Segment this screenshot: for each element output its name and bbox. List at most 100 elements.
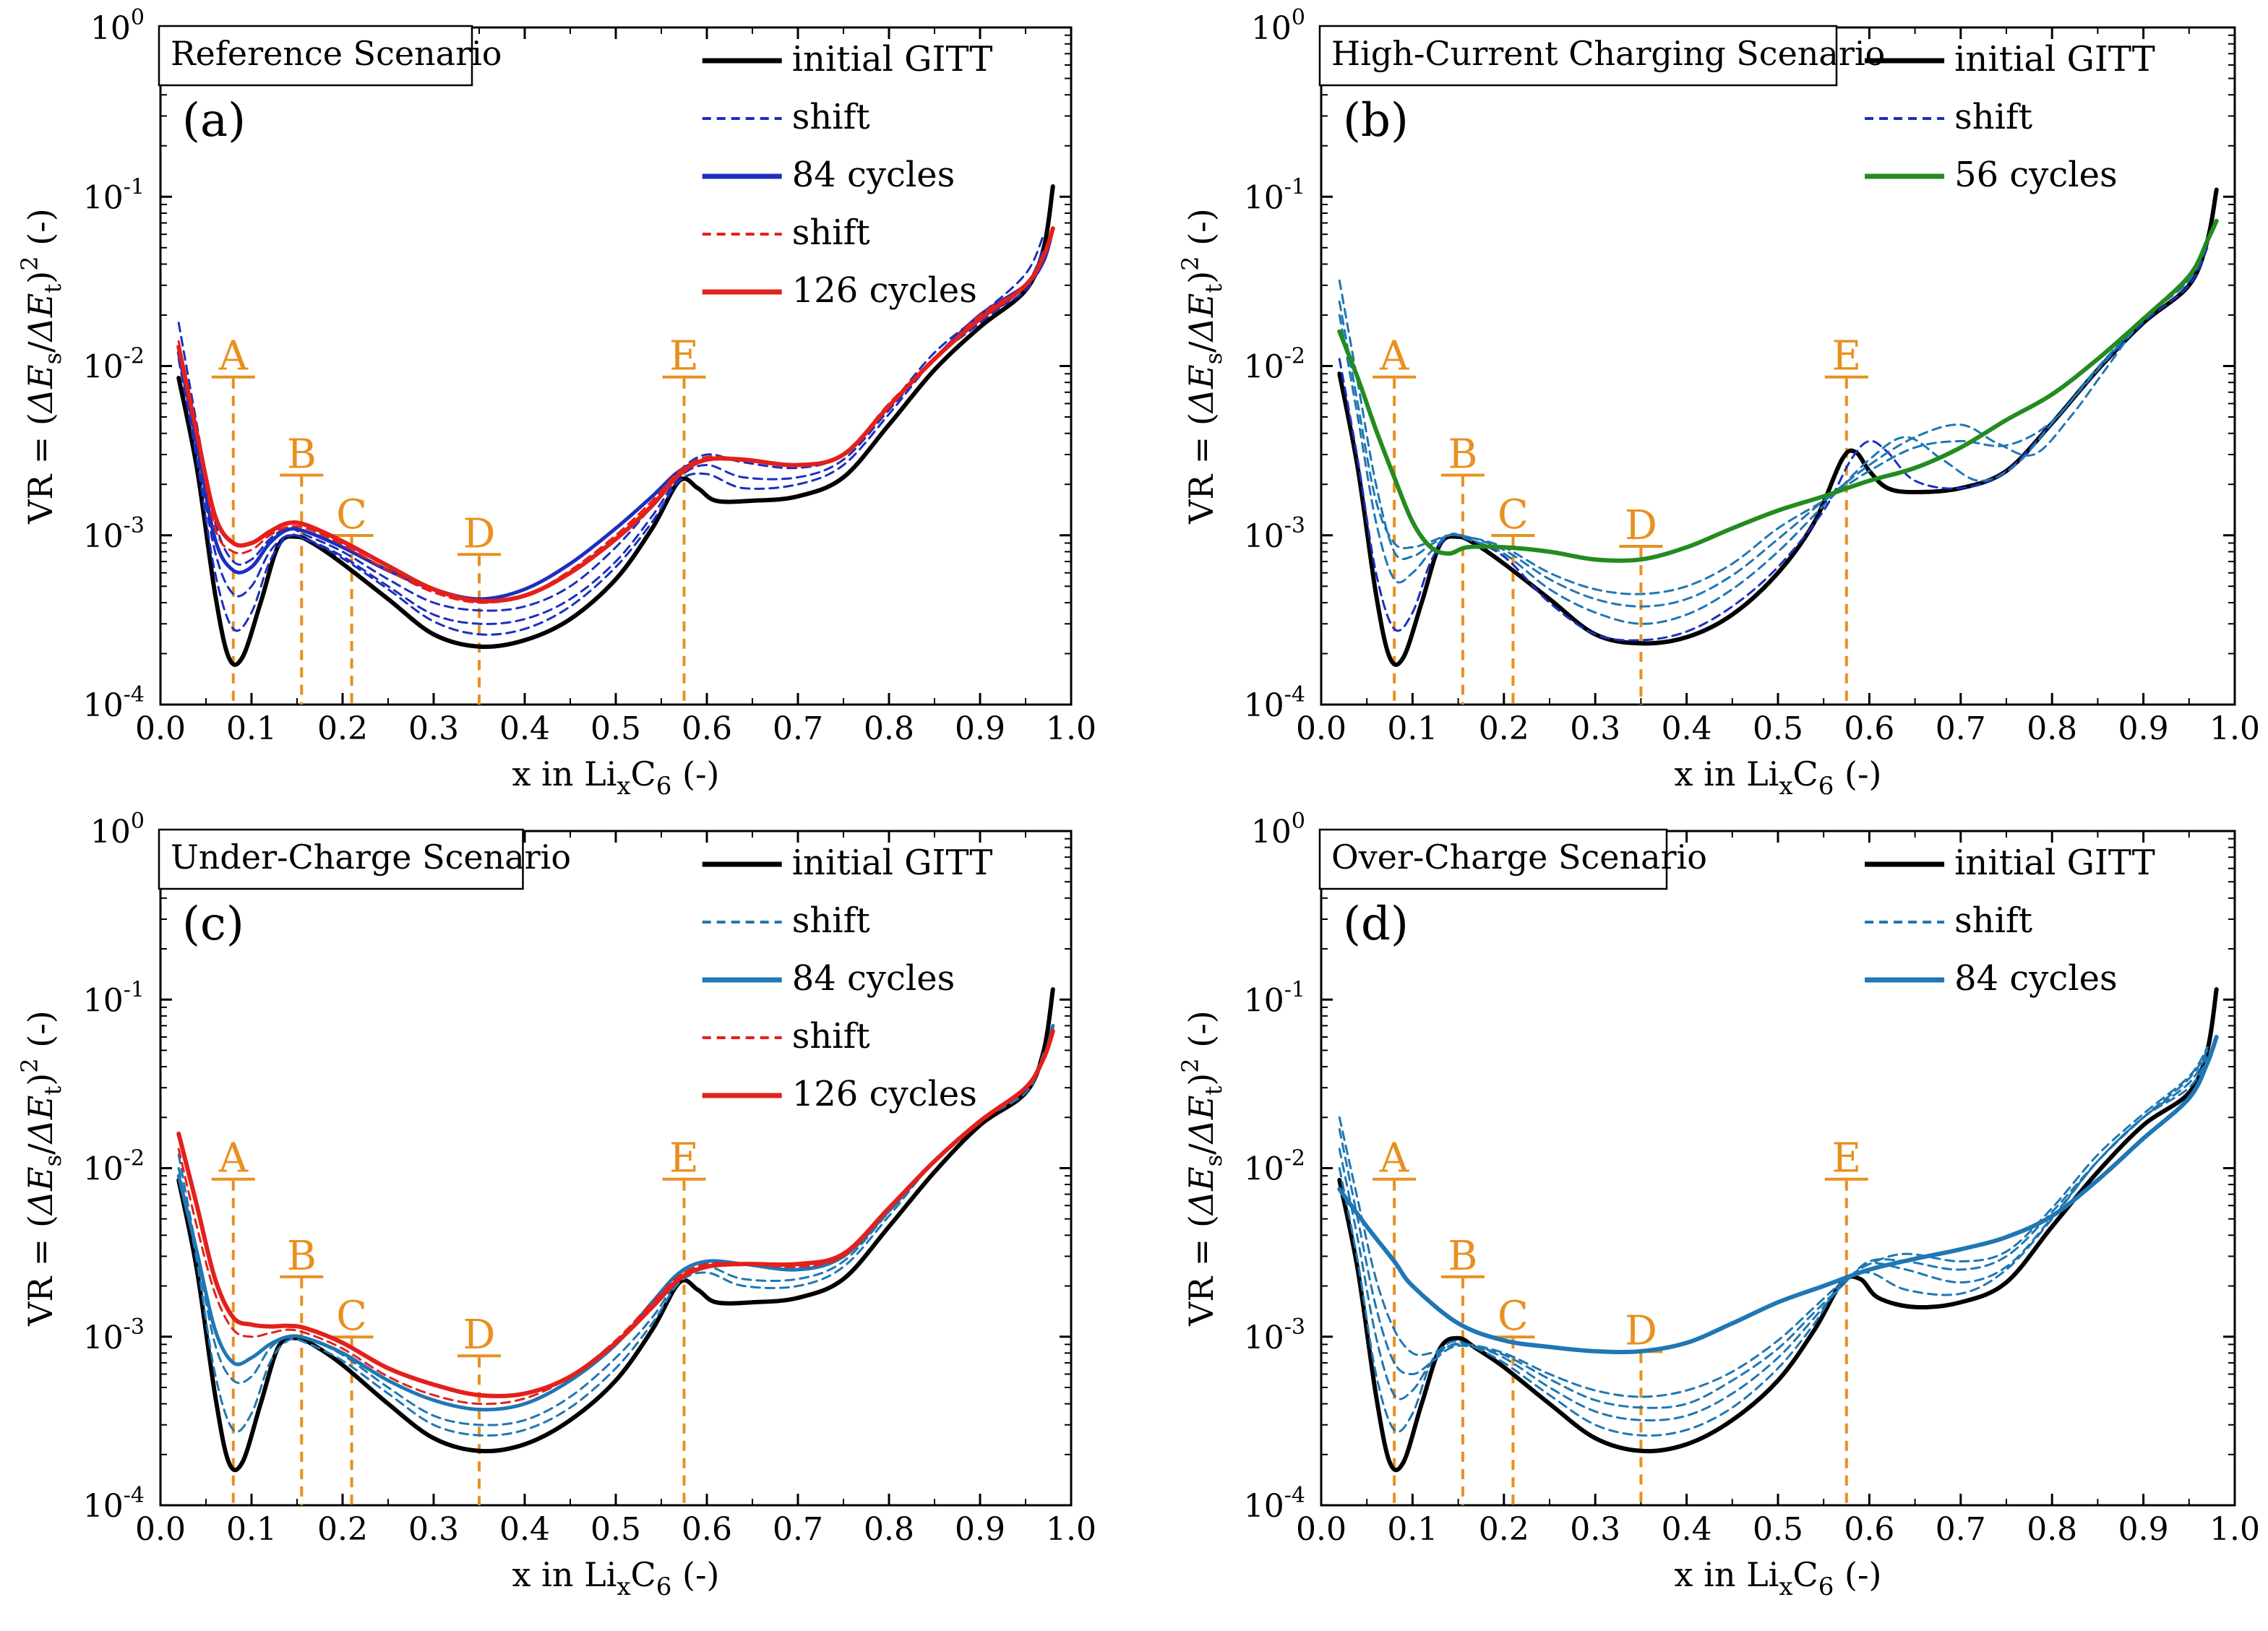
- marker-label-b: B: [1448, 1233, 1477, 1280]
- markers: A BC D E: [211, 1135, 706, 1505]
- y-tick-label: 10-4: [83, 682, 145, 724]
- marker-label-c: C: [1498, 491, 1529, 538]
- x-tick-label: 0.1: [226, 1511, 277, 1548]
- x-tick-label: 0.2: [1479, 710, 1529, 747]
- x-axis-label: x in LixC6 (-): [1675, 1555, 1882, 1601]
- panel-title-box: [158, 25, 473, 87]
- y-tick-label: 10-3: [1244, 1314, 1305, 1356]
- y-tick-label: 10-2: [83, 344, 145, 386]
- x-tick-label: 0.5: [1753, 710, 1803, 747]
- x-tick-label: 0.1: [1387, 710, 1438, 747]
- x-tick-label: 0.0: [1296, 1511, 1346, 1548]
- panel-letter: (c): [182, 898, 244, 951]
- marker-label-a: A: [218, 1135, 249, 1182]
- x-tick-label: 0.6: [1844, 1511, 1894, 1548]
- x-tick-label: 0.5: [1753, 1511, 1803, 1548]
- x-tick-label: 1.0: [1046, 1511, 1096, 1548]
- legend-label: initial GITT: [1954, 843, 2155, 883]
- x-tick-label: 0.3: [408, 1511, 459, 1548]
- series-line-126-cycles-6: [176, 226, 1055, 603]
- x-tick-label: 0.3: [1570, 1511, 1620, 1548]
- x-tick-label: 0.8: [2027, 1511, 2077, 1548]
- series-group: [1337, 987, 2219, 1473]
- x-tick-label: 0.2: [317, 1511, 368, 1548]
- y-tick-label: 10-1: [83, 977, 145, 1019]
- marker-label-d: D: [1625, 502, 1657, 549]
- x-tick-label: 0.2: [317, 710, 368, 747]
- x-tick-label: 0.9: [955, 1511, 1005, 1548]
- marker-label-a: A: [218, 333, 249, 380]
- marker-label-e: E: [1831, 333, 1861, 380]
- x-tick-label: 0.6: [682, 1511, 732, 1548]
- markers: A BC D E: [1373, 1135, 1868, 1505]
- plot-frame: [1320, 830, 2236, 1507]
- series-line-84-cycles-5: [1337, 1035, 2219, 1354]
- y-tick-label: 10-1: [1244, 174, 1305, 216]
- legend-label: 84 cycles: [792, 958, 955, 999]
- series-line-initial-gitt-0: [176, 987, 1055, 1473]
- y-tick-label: 10-4: [83, 1483, 145, 1525]
- x-tick-label: 0.0: [135, 710, 186, 747]
- series-line-initial-gitt-0: [1337, 187, 2219, 667]
- panel-letter: (d): [1343, 898, 1409, 951]
- panel-title-box: [1318, 828, 1668, 890]
- y-tick-label: 100: [1251, 809, 1305, 851]
- series-group: [176, 987, 1055, 1473]
- y-tick-label: 10-2: [1244, 344, 1305, 386]
- marker-label-e: E: [669, 1135, 699, 1182]
- legend-label: 126 cycles: [792, 1074, 977, 1114]
- x-tick-label: 0.4: [499, 710, 550, 747]
- y-tick-label: 10-3: [1244, 513, 1305, 555]
- legend: initial GITT shift 84 cycles: [1865, 843, 2155, 999]
- x-axis-label: x in LixC6 (-): [1675, 754, 1882, 801]
- marker-label-d: D: [463, 1312, 496, 1359]
- marker-label-b: B: [1448, 431, 1477, 478]
- panel-b: 0.0 0.1 0.2 0.3 0.4 0.5 0.6 0.7 0.8 0.9 1.0 100 10-1…: [1177, 5, 2260, 801]
- x-tick-label: 0.5: [590, 710, 641, 747]
- legend-label: 56 cycles: [1954, 155, 2118, 195]
- panel-title: Over-Charge Scenario: [1331, 838, 1707, 877]
- series-line-shift-2: [177, 246, 1045, 625]
- x-tick-label: 0.3: [1570, 710, 1620, 747]
- plot-frame: [159, 26, 1073, 706]
- legend-label: shift: [792, 900, 870, 941]
- y-tick-label: 10-1: [1244, 977, 1305, 1019]
- panel-title: Under-Charge Scenario: [171, 838, 571, 877]
- legend-label: shift: [1954, 97, 2032, 137]
- marker-label-b: B: [287, 431, 317, 478]
- series-line-shift-4: [1338, 1046, 2209, 1398]
- panel-title: High-Current Charging Scenario: [1331, 34, 1885, 73]
- legend-label: shift: [792, 97, 870, 137]
- x-tick-label: 0.4: [1662, 1511, 1712, 1548]
- y-tick-label: 10-1: [83, 174, 145, 216]
- x-tick-label: 0.7: [1936, 710, 1986, 747]
- legend-label: initial GITT: [792, 843, 993, 883]
- x-tick-label: 1.0: [1046, 710, 1096, 747]
- marker-label-d: D: [463, 510, 496, 557]
- legend: initial GITT shift 84 cycles shift 126 cycle…: [702, 843, 993, 1114]
- markers: A BC D E: [211, 333, 706, 705]
- y-axis-label: VR = (ΔEs/ΔEt)2 (-): [16, 208, 66, 524]
- marker-label-e: E: [669, 333, 699, 380]
- marker-label-c: C: [1498, 1293, 1529, 1340]
- x-tick-label: 0.9: [955, 710, 1005, 747]
- markers: A BC D E: [1373, 333, 1868, 705]
- x-tick-label: 0.2: [1479, 1511, 1529, 1548]
- x-axis-label: x in LixC6 (-): [512, 1555, 720, 1601]
- x-tick-label: 0.4: [1662, 710, 1712, 747]
- x-tick-label: 1.0: [2209, 710, 2260, 747]
- y-tick-label: 10-4: [1244, 1483, 1305, 1525]
- y-tick-label: 100: [90, 809, 145, 851]
- series-line-initial-gitt-0: [1337, 987, 2219, 1473]
- marker-label-b: B: [287, 1233, 317, 1280]
- y-tick-label: 100: [90, 5, 145, 47]
- series-line-shift-3: [1338, 238, 2209, 608]
- series-line-shift-2: [1338, 239, 2209, 625]
- x-tick-label: 0.3: [408, 710, 459, 747]
- series-line-126-cycles-5: [176, 1028, 1055, 1398]
- legend-label: shift: [792, 1016, 870, 1057]
- panel-title: Reference Scenario: [171, 34, 502, 73]
- x-tick-label: 0.5: [590, 1511, 641, 1548]
- legend-label: 84 cycles: [792, 155, 955, 195]
